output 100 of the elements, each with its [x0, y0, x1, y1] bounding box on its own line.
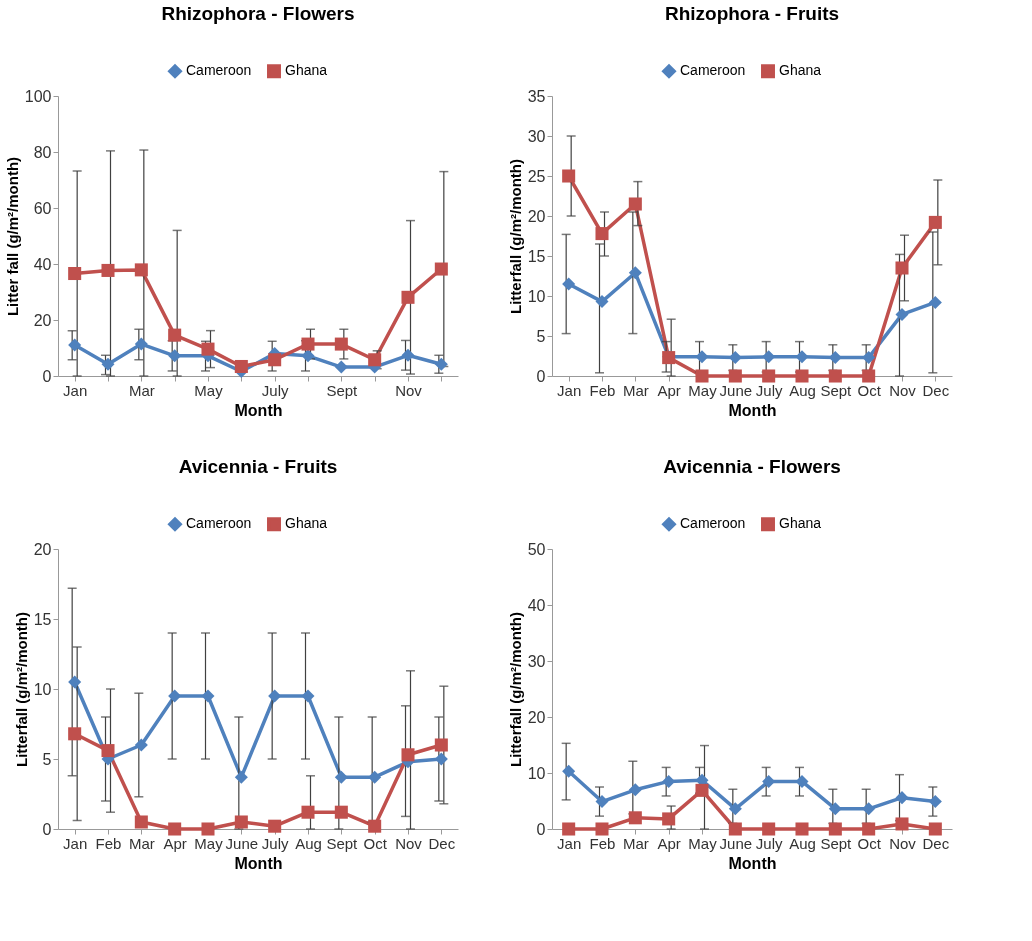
x-tick-label: Jan	[63, 834, 88, 852]
point	[862, 369, 876, 383]
x-tick-label: July	[755, 834, 783, 852]
y-axis-title: Litterfall (g/m²/month)	[506, 159, 524, 314]
y-tick-label: 30	[527, 652, 546, 670]
y-tick-label: 15	[527, 247, 546, 265]
point	[368, 353, 382, 367]
chart-title: Rhizophora - Flowers	[161, 3, 355, 24]
point	[301, 337, 315, 351]
x-tick-label: Jan	[557, 834, 582, 852]
point	[134, 738, 148, 752]
point	[795, 774, 809, 788]
point	[168, 689, 182, 703]
point	[401, 748, 415, 762]
legend-label: Ghana	[779, 62, 822, 79]
point	[401, 290, 415, 304]
point	[628, 197, 642, 211]
point	[795, 822, 809, 836]
x-tick-label: Oct	[857, 834, 882, 852]
y-tick-label: 80	[33, 143, 52, 161]
x-tick-label: Feb	[95, 834, 122, 852]
point	[434, 262, 448, 276]
y-tick-label: 20	[33, 540, 52, 558]
point	[762, 774, 776, 788]
x-tick-label: July	[755, 381, 783, 399]
x-tick-label: June	[719, 381, 753, 399]
x-tick-label: May	[194, 834, 224, 852]
y-tick-label: 10	[33, 680, 52, 698]
legend-label: Ghana	[779, 515, 822, 532]
y-tick-label: 0	[536, 820, 546, 838]
point	[695, 783, 709, 797]
point	[728, 802, 742, 816]
y-tick-label: 10	[527, 764, 546, 782]
legend-label: Cameroon	[680, 515, 746, 532]
x-axis-title: Month	[728, 854, 777, 872]
point	[334, 805, 348, 819]
legend-label: Cameroon	[186, 515, 252, 532]
x-tick-label: June	[225, 834, 259, 852]
point	[628, 811, 642, 825]
legend-label: Ghana	[285, 62, 328, 79]
point	[762, 369, 776, 383]
point	[168, 822, 182, 836]
point	[562, 169, 576, 183]
point	[728, 351, 742, 365]
x-tick-label: Mar	[128, 834, 155, 852]
x-tick-label: Aug	[789, 381, 816, 399]
y-tick-label: 35	[527, 87, 546, 105]
chart-title: Avicennia - Fruits	[178, 456, 338, 477]
chart-title: Rhizophora - Fruits	[664, 3, 840, 24]
point	[795, 369, 809, 383]
point	[728, 822, 742, 836]
point	[434, 357, 448, 371]
point	[301, 805, 315, 819]
x-axis-title: Month	[728, 401, 777, 419]
y-tick-label: 25	[527, 167, 546, 185]
point	[895, 791, 909, 805]
point	[368, 819, 382, 833]
x-tick-label: Jan	[63, 381, 88, 399]
x-tick-label: Oct	[857, 381, 882, 399]
point	[595, 822, 609, 836]
x-tick-label: Feb	[589, 381, 616, 399]
x-tick-label: July	[261, 834, 289, 852]
point	[762, 822, 776, 836]
point	[68, 727, 82, 741]
point	[368, 770, 382, 784]
y-tick-label: 5	[42, 750, 52, 768]
point	[595, 295, 609, 309]
y-tick-label: 60	[33, 199, 52, 217]
point	[268, 689, 282, 703]
x-tick-label: Aug	[295, 834, 322, 852]
point	[562, 822, 576, 836]
x-tick-label: Jan	[557, 381, 582, 399]
point	[301, 689, 315, 703]
x-tick-label: Aug	[789, 834, 816, 852]
x-tick-label: Dec	[922, 834, 950, 852]
x-tick-label: Mar	[622, 834, 649, 852]
point	[595, 795, 609, 809]
x-tick-label: Nov	[889, 381, 917, 399]
y-tick-label: 20	[527, 708, 546, 726]
point	[401, 348, 415, 362]
point	[434, 752, 448, 766]
point	[562, 277, 576, 291]
point	[101, 357, 115, 371]
point	[895, 261, 909, 275]
legend-label: Cameroon	[680, 62, 746, 79]
y-tick-label: 40	[33, 255, 52, 273]
point	[334, 770, 348, 784]
y-tick-label: 30	[527, 127, 546, 145]
x-tick-label: Nov	[395, 834, 423, 852]
point	[928, 295, 942, 309]
point	[628, 783, 642, 797]
y-tick-label: 0	[42, 367, 52, 385]
y-tick-label: 0	[42, 820, 52, 838]
x-tick-label: May	[194, 381, 224, 399]
x-tick-label: Apr	[657, 834, 681, 852]
point	[828, 351, 842, 365]
point	[334, 360, 348, 374]
x-tick-label: Mar	[622, 381, 649, 399]
y-axis-title: Litter fall (g/m²/month)	[3, 156, 21, 317]
point	[662, 774, 676, 788]
